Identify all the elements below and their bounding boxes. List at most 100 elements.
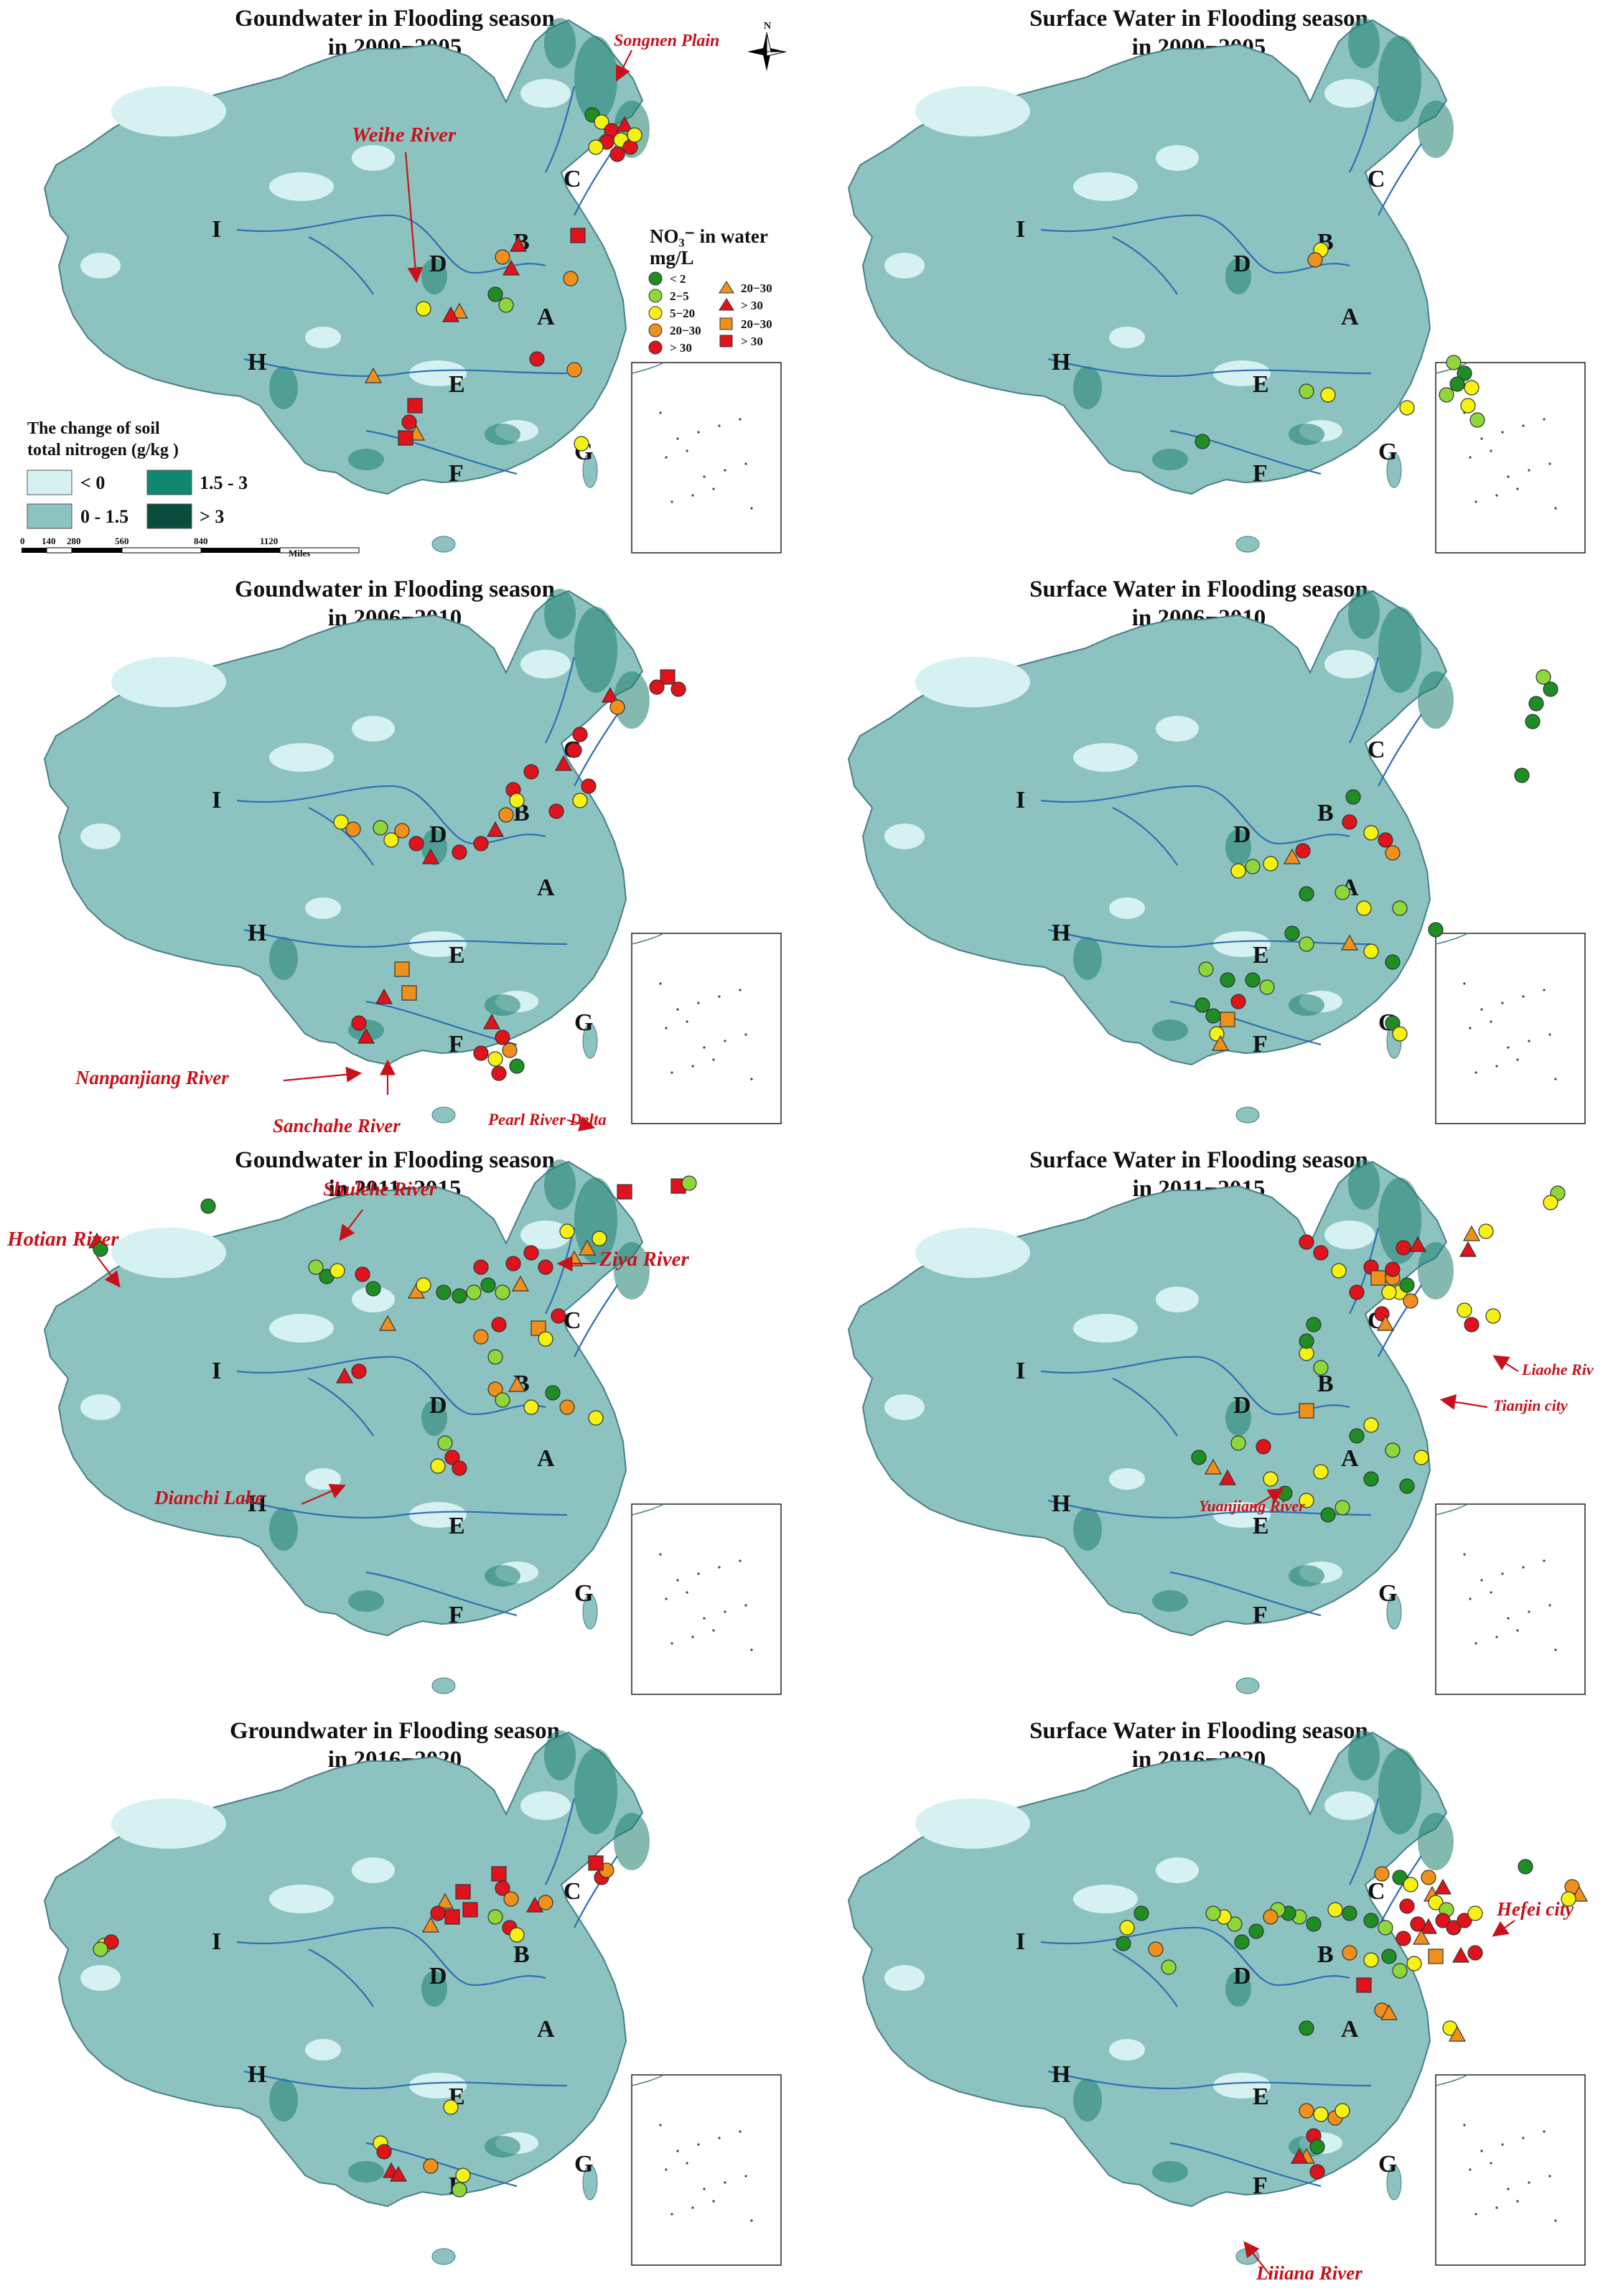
soil-patch-low <box>352 1287 395 1312</box>
region-label-h: H <box>248 2061 266 2088</box>
soil-patch-low <box>1213 2073 1271 2099</box>
sample-triangle <box>482 1013 501 1030</box>
soil-patch-low <box>520 79 571 108</box>
sample-triangle <box>1380 2004 1398 2020</box>
soil-patch-high <box>1348 1159 1380 1210</box>
soil-patch-high <box>1348 1730 1380 1781</box>
annotation-label: Weihe River <box>352 123 457 146</box>
soil-patch-low <box>1156 716 1199 742</box>
sample-circle <box>548 803 564 819</box>
sample-circle <box>93 1241 108 1257</box>
sample-square <box>570 228 586 243</box>
soil-patch-high <box>1418 101 1454 158</box>
soil-patch-high <box>574 36 617 122</box>
soil-patch-low <box>111 1228 226 1278</box>
soil-patch-low <box>111 86 226 136</box>
no3-class-label: 5−20 <box>670 307 695 320</box>
region-label-c: C <box>1368 166 1385 192</box>
sample-circle <box>1385 1261 1401 1277</box>
region-label-f: F <box>1253 2173 1268 2199</box>
sample-circle <box>523 1245 539 1261</box>
soil-patch-high <box>544 1730 576 1781</box>
region-label-f: F <box>449 1031 464 1058</box>
soil-patch-low <box>915 1798 1030 1849</box>
river <box>243 2070 568 2090</box>
sample-circle <box>443 2099 459 2115</box>
sample-square <box>455 1884 471 1900</box>
sample-circle <box>1133 1905 1149 1921</box>
soil-patch-low <box>884 1394 925 1420</box>
sample-circle <box>1299 383 1314 399</box>
china-landmass <box>847 589 1448 1066</box>
sample-circle <box>1392 1026 1408 1042</box>
sample-triangle <box>509 235 528 252</box>
sample-circle <box>523 1399 539 1415</box>
river <box>1378 1284 1422 1358</box>
sample-triangle <box>1459 1241 1477 1257</box>
sample-circle <box>1320 387 1336 403</box>
sample-circle <box>1467 1945 1483 1961</box>
soil-patch-high <box>421 1400 447 1436</box>
sample-circle <box>383 832 399 848</box>
river <box>1378 714 1422 787</box>
sample-square <box>617 1184 632 1200</box>
sample-circle <box>1396 1931 1411 1946</box>
sample-triangle <box>1462 1225 1481 1241</box>
soil-patch-low <box>1073 1885 1138 1913</box>
hainan-island <box>431 1106 456 1124</box>
scale-unit: Miles <box>289 548 310 559</box>
river <box>365 1571 518 1617</box>
soil-patch-high <box>1152 2161 1188 2183</box>
soil-nitrogen-legend: The change of soil total nitrogen (g/kg … <box>27 419 248 529</box>
sample-circle <box>333 814 349 830</box>
sample-circle <box>1205 1905 1221 1921</box>
soil-patch-low <box>269 1314 334 1343</box>
river <box>574 714 618 787</box>
region-label-d: D <box>429 821 447 848</box>
sample-circle <box>1313 1464 1329 1480</box>
soil-patch-high <box>1348 18 1380 68</box>
china-landmass <box>847 1731 1448 2208</box>
sample-circle <box>1299 2103 1314 2119</box>
sample-circle <box>1363 825 1379 841</box>
sample-circle <box>1299 1333 1314 1349</box>
sample-circle <box>1421 1870 1436 1885</box>
river <box>545 85 576 173</box>
soil-patch-low <box>352 1857 395 1883</box>
region-label-f: F <box>1253 460 1268 487</box>
sample-circle <box>487 286 503 302</box>
sample-circle <box>437 1435 453 1451</box>
river <box>308 236 374 295</box>
sample-circle <box>609 146 625 162</box>
sample-circle <box>480 1277 496 1293</box>
sample-triangle <box>375 988 393 1004</box>
annotation-label: Yuanjiang River <box>1199 1497 1305 1515</box>
sample-circle <box>581 778 597 794</box>
river <box>365 429 518 475</box>
river <box>236 1926 546 1987</box>
north-arrow: N <box>747 21 787 71</box>
sample-circle <box>592 1231 607 1246</box>
annotation-arrow <box>1439 1394 1488 1410</box>
hainan-island <box>1235 536 1260 553</box>
map-contents: A B C D E F G H I <box>847 1730 1589 2266</box>
sample-circle <box>1514 767 1530 783</box>
soil-patch-high <box>1152 449 1188 470</box>
south-china-sea-inset <box>1435 362 1586 554</box>
region-label-g: G <box>574 2151 593 2178</box>
river <box>545 656 576 744</box>
sample-circle <box>1543 1195 1558 1210</box>
no3-class-label: 20−30 <box>741 317 772 331</box>
sample-circle <box>1518 1859 1533 1875</box>
scale-tick: 0 <box>20 536 25 546</box>
swatch-label: 0 - 1.5 <box>80 506 128 527</box>
sample-circle <box>1413 1450 1429 1465</box>
sample-circle <box>355 1266 370 1282</box>
soil-patch-high <box>421 1971 447 2007</box>
sample-circle <box>1349 1428 1365 1444</box>
sample-circle <box>365 1281 381 1297</box>
region-label-f: F <box>1253 1602 1268 1628</box>
soil-patch-low <box>111 657 226 707</box>
sample-circle <box>1349 1284 1365 1300</box>
